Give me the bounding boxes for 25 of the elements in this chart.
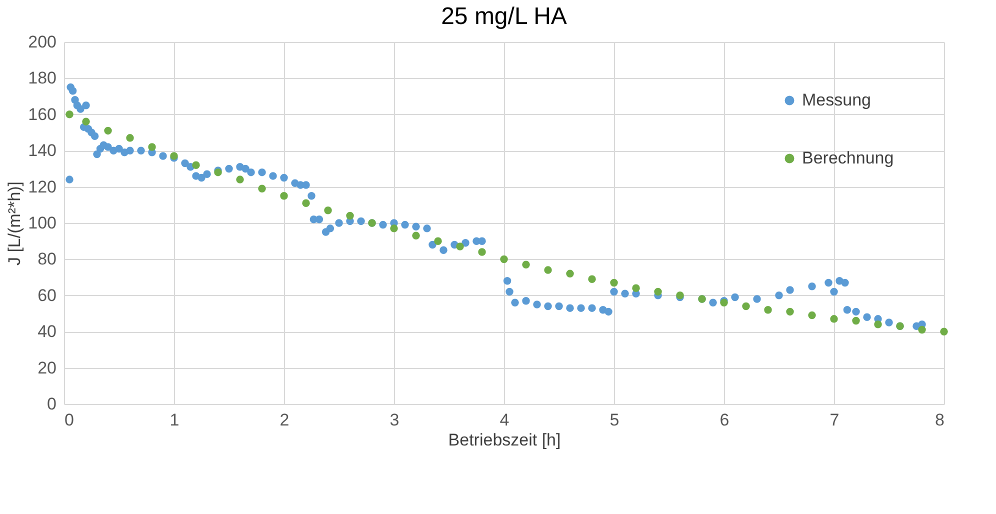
y-tick-label: 0 bbox=[47, 394, 56, 414]
y-tick-label: 100 bbox=[28, 214, 56, 232]
legend-label: Berechnung bbox=[802, 148, 894, 168]
y-tick-label: 80 bbox=[38, 250, 56, 269]
x-tick-label: 7 bbox=[830, 410, 840, 430]
x-tick-label: 3 bbox=[390, 410, 400, 430]
y-tick-label: 200 bbox=[28, 32, 56, 52]
x-axis-title: Betriebszeit [h] bbox=[448, 430, 561, 450]
x-tick-label: 5 bbox=[610, 410, 620, 430]
y-tick-label: 60 bbox=[38, 286, 56, 305]
x-tick-label: 8 bbox=[935, 410, 944, 430]
y-tick-label: 180 bbox=[28, 68, 56, 88]
y-tick-label: 160 bbox=[28, 104, 56, 124]
y-axis-title: J [L/(m²*h)] bbox=[5, 181, 24, 266]
x-tick-label: 0 bbox=[64, 410, 74, 430]
chart-title: 25 mg/L HA bbox=[441, 3, 567, 30]
x-tick-label: 1 bbox=[170, 410, 180, 430]
y-tick-label: 40 bbox=[38, 322, 56, 342]
x-tick-label: 6 bbox=[720, 410, 730, 430]
x-tick-label: 4 bbox=[500, 410, 510, 430]
y-tick-label: 20 bbox=[38, 358, 56, 378]
y-tick-label: 140 bbox=[28, 141, 56, 160]
x-tick-label: 2 bbox=[280, 410, 290, 430]
legend-label: Messung bbox=[802, 90, 871, 110]
y-tick-label: 120 bbox=[28, 177, 56, 196]
